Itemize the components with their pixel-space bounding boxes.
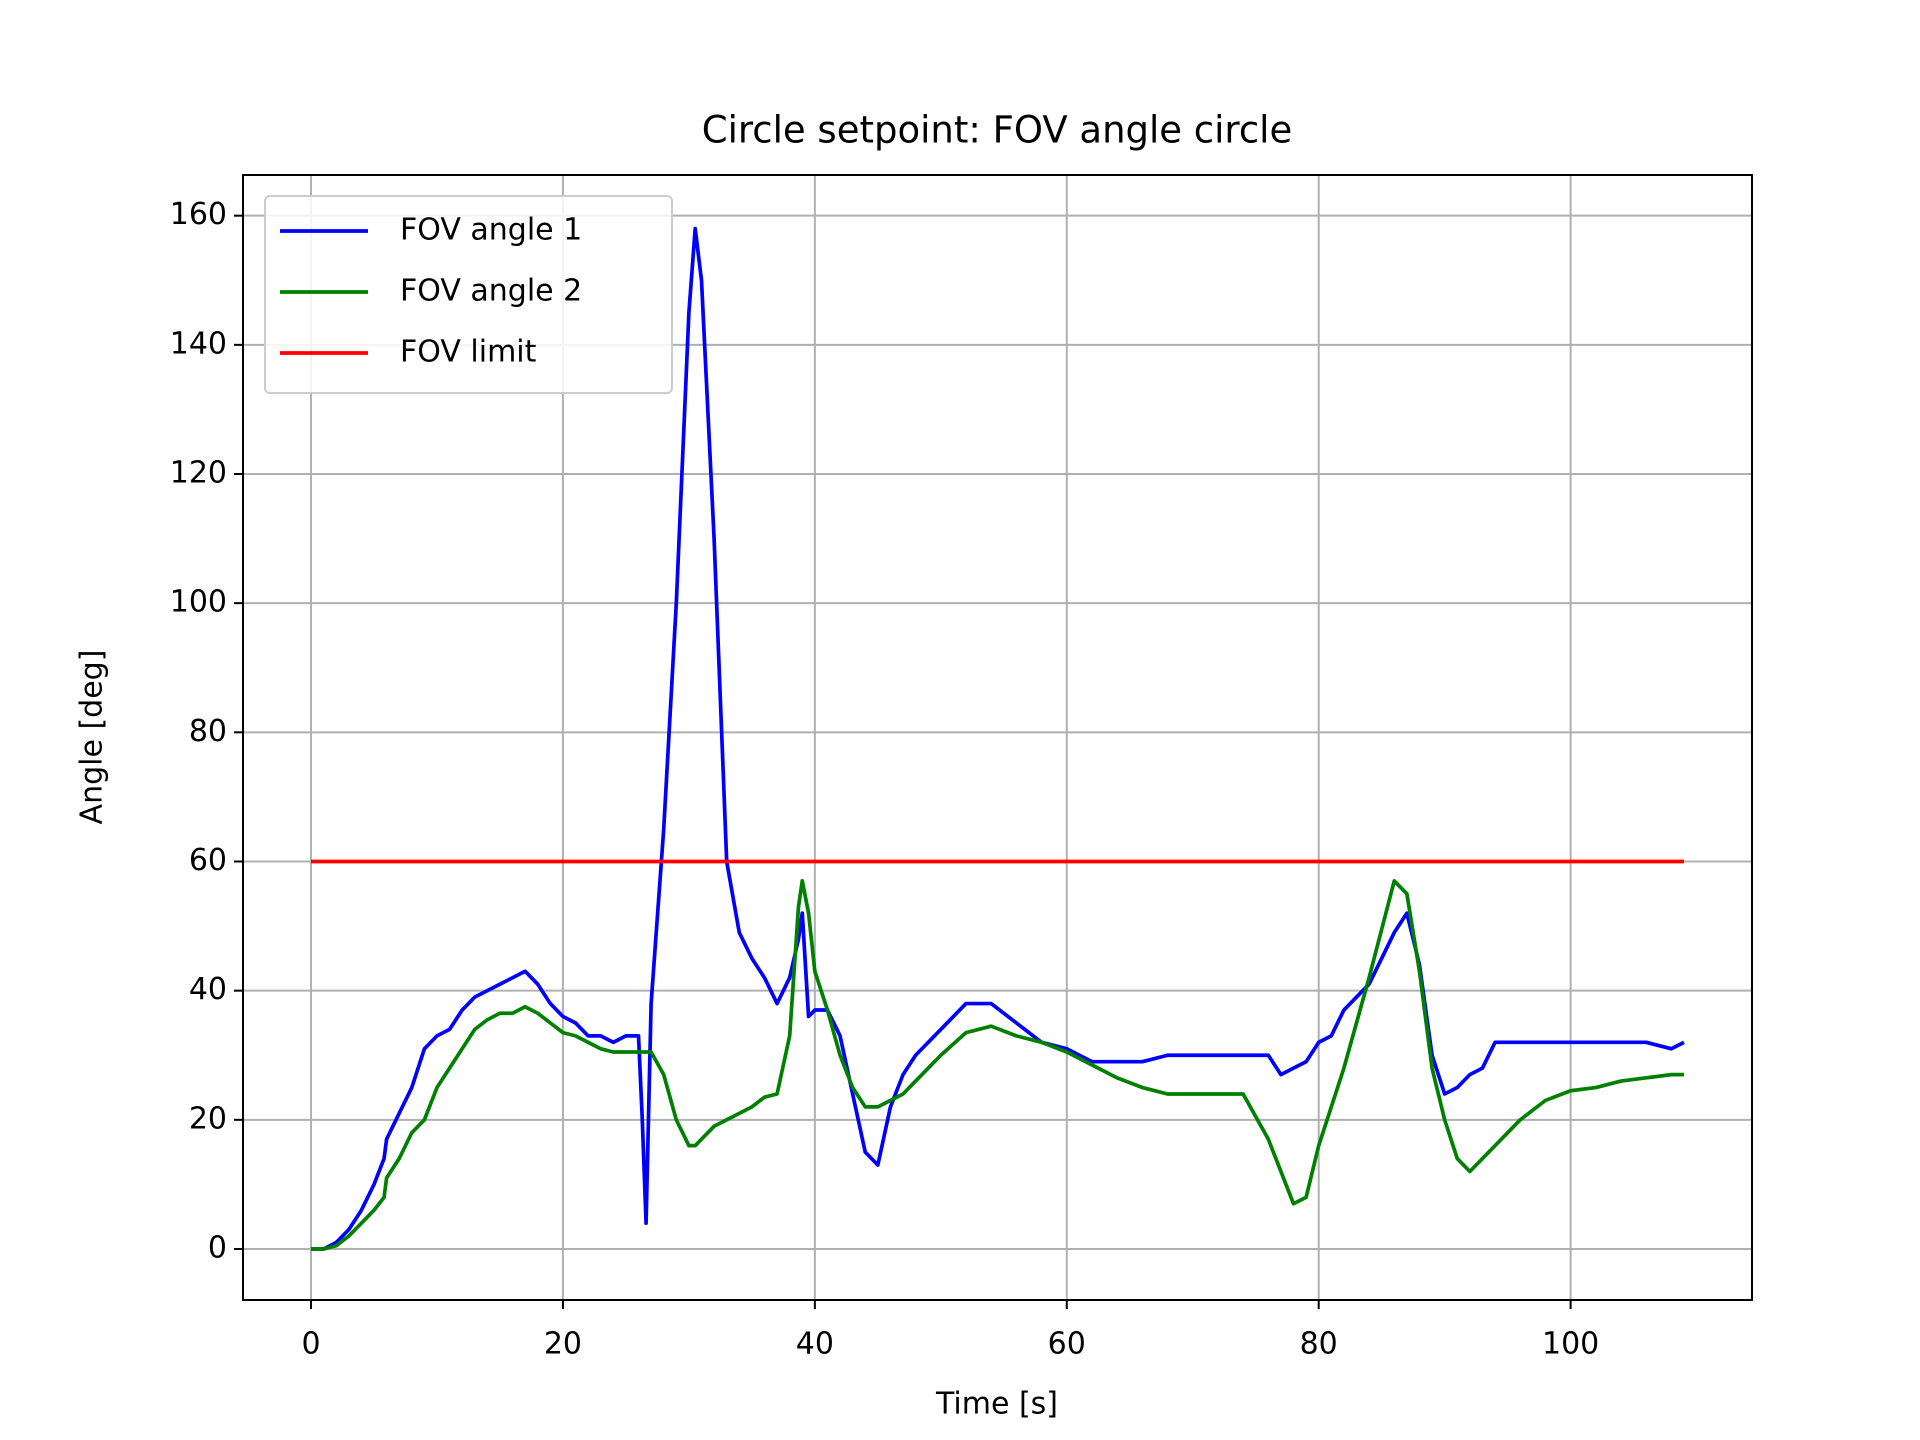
y-tick-label: 0 — [208, 1230, 227, 1265]
legend-box — [264, 195, 673, 394]
x-tick-label: 0 — [301, 1327, 320, 1362]
x-tick-label: 40 — [796, 1327, 834, 1362]
y-tick-label: 120 — [170, 456, 227, 491]
legend-label: FOV limit — [400, 335, 537, 370]
y-tick-label: 100 — [170, 585, 227, 620]
y-axis-label: Angle [deg] — [75, 650, 110, 825]
legend-label: FOV angle 2 — [400, 274, 582, 309]
y-tick-label: 160 — [170, 197, 227, 232]
y-tick-label: 20 — [189, 1101, 227, 1136]
y-tick-label: 80 — [189, 714, 227, 749]
x-tick-label: 20 — [544, 1327, 582, 1362]
plot-frame — [242, 174, 1753, 1301]
chart-title: Circle setpoint: FOV angle circle — [702, 109, 1292, 152]
x-tick-label: 80 — [1300, 1327, 1338, 1362]
series-line — [311, 226, 1685, 1251]
y-tick-label: 140 — [170, 326, 227, 361]
x-tick-label: 100 — [1542, 1327, 1599, 1362]
y-tick-label: 40 — [189, 972, 227, 1007]
x-axis-label: Time [s] — [935, 1387, 1058, 1422]
x-tick-label: 60 — [1048, 1327, 1086, 1362]
series-line — [311, 879, 1684, 1251]
y-tick-label: 60 — [189, 843, 227, 878]
legend-label: FOV angle 1 — [400, 213, 582, 248]
